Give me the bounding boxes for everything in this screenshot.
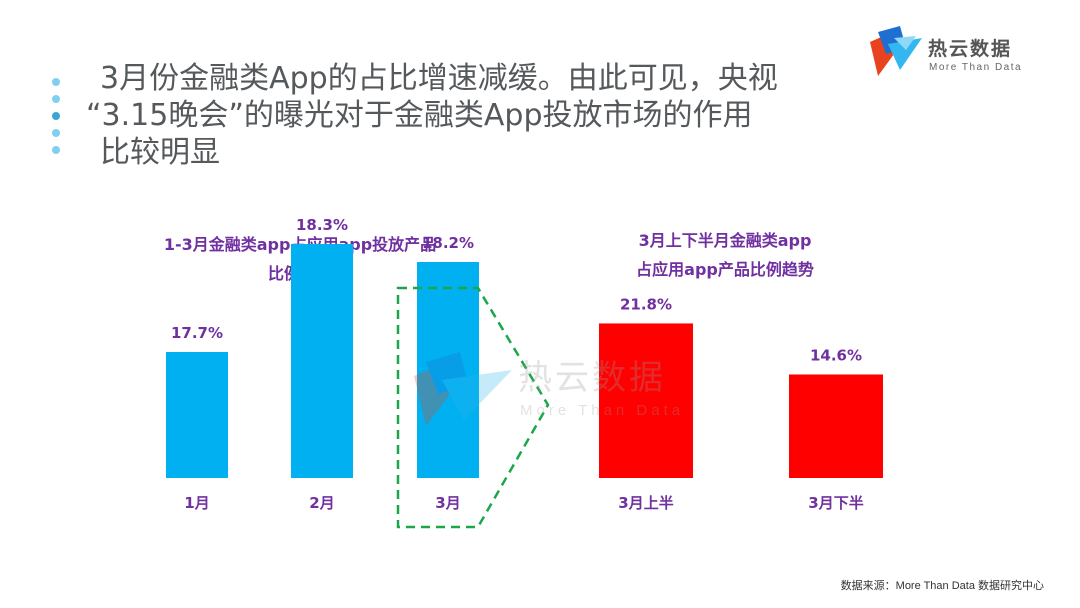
logo-mark-icon	[870, 26, 922, 76]
chart1-bar	[417, 262, 479, 478]
watermark: 热云数据 More Than Data	[408, 350, 688, 430]
chart2-title-line: 3月上下半月金融类app	[638, 231, 812, 250]
bullet-points	[52, 70, 66, 160]
chart2-title: 3月上下半月金融类app 占应用app产品比例趋势	[560, 226, 890, 284]
chart2-value-label: 14.6%	[810, 346, 862, 364]
chart1-category-label: 2月	[309, 494, 334, 512]
chart1-category-label: 3月	[435, 494, 460, 512]
logo-subtitle: More Than Data	[929, 62, 1023, 73]
chart2-category-label: 3月上半	[618, 494, 673, 512]
bullet-dot	[52, 112, 60, 120]
chart1-bar	[166, 352, 228, 478]
watermark-name: 热云数据	[518, 358, 666, 398]
chart1-bar	[291, 244, 353, 478]
bullet-dot	[52, 78, 60, 86]
bullet-dot	[52, 95, 60, 103]
chart1-value-label: 18.3%	[296, 216, 348, 234]
chart2-title-line: 占应用app产品比例趋势	[636, 260, 814, 279]
watermark-logo-icon	[414, 352, 512, 426]
chart1-category-label: 1月	[184, 494, 209, 512]
chart2-category-label: 3月下半	[808, 494, 863, 512]
data-source-note: 数据来源：More Than Data 数据研究中心	[840, 580, 1044, 592]
logo-name: 热云数据	[928, 38, 1013, 60]
chart1-value-label: 17.7%	[171, 324, 223, 342]
bullet-dot	[52, 129, 60, 137]
slide-title-line: 比较明显	[100, 135, 220, 170]
watermark-subtitle: More Than Data	[520, 402, 685, 419]
chart1-plot: 17.7% 1月 18.3% 2月 18.2% 3月	[166, 216, 479, 512]
slide-title-line: “3.15晚会”的曝光对于金融类App投放市场的作用	[86, 98, 753, 133]
bullet-dot	[52, 146, 60, 154]
company-logo: 热云数据 More Than Data	[866, 24, 1036, 84]
chart2-bar	[789, 374, 883, 478]
slide-title: 3月份金融类App的占比增速减缓。由此可见，央视 “3.15晚会”的曝光对于金融…	[86, 60, 840, 171]
highlight-callout	[396, 286, 550, 529]
chart2-plot: 21.8% 3月上半 14.6% 3月下半	[599, 295, 883, 512]
chart2-bar	[599, 323, 693, 478]
highlight-dashed-frame	[396, 286, 550, 529]
slide-title-line: 3月份金融类App的占比增速减缓。由此可见，央视	[100, 61, 778, 96]
chart1-value-label: 18.2%	[422, 234, 474, 252]
chart2-value-label: 21.8%	[620, 295, 672, 313]
